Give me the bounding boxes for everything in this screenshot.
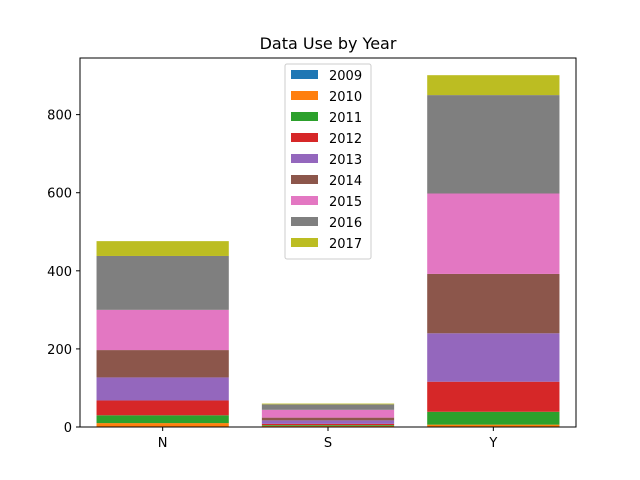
bar-N-2016 (96, 255, 229, 310)
bar-N-2015 (96, 309, 229, 351)
legend-label: 2014 (329, 174, 362, 189)
bar-Y-2011 (427, 411, 560, 425)
legend-swatch (291, 70, 318, 79)
legend-swatch (291, 238, 318, 247)
x-tick-label: N (158, 436, 168, 451)
y-tick-label: 800 (47, 109, 72, 124)
legend-swatch (291, 112, 318, 121)
axes-group: 0 200 400 600 800 N S Y (47, 57, 577, 451)
x-tick-label: Y (488, 436, 497, 451)
legend-label: 2015 (329, 195, 362, 210)
bar-S-2012 (261, 423, 395, 426)
y-tick-label: 0 (64, 421, 72, 436)
legend-swatch (291, 133, 318, 142)
y-tick-label: 200 (47, 343, 72, 358)
bar-Y-2015 (427, 193, 560, 274)
x-tick-label: S (324, 436, 332, 451)
legend-swatch (291, 175, 318, 184)
bar-S-2011 (261, 425, 395, 426)
bar-N-2017 (96, 241, 229, 256)
legend-label: 2016 (329, 216, 362, 231)
bar-N-2010 (96, 423, 229, 427)
legend: 2009 2010 2011 2012 2013 2014 2015 2016 2017 (284, 63, 372, 260)
legend-label: 2017 (329, 237, 362, 252)
bar-S-2016 (261, 404, 395, 410)
legend-swatch (291, 154, 318, 163)
bar-Y-2010 (427, 424, 560, 427)
bar-S-2017 (261, 403, 395, 405)
bar-S-2013 (261, 420, 395, 424)
bar-S-2010 (261, 425, 395, 427)
bar-S-2014 (261, 417, 395, 421)
bar-S-2015 (261, 409, 395, 418)
legend-swatch (291, 196, 318, 205)
y-tick-label: 400 (47, 265, 72, 280)
bar-N-2011 (96, 415, 229, 424)
legend-label: 2011 (329, 111, 362, 126)
legend-label: 2012 (329, 132, 362, 147)
bar-Y-2013 (427, 333, 560, 382)
bar-N-2012 (96, 400, 229, 416)
bar-Y-2016 (427, 95, 560, 194)
legend-label: 2013 (329, 153, 362, 168)
legend-swatch (291, 217, 318, 226)
legend-label: 2010 (329, 90, 362, 105)
bar-N-2014 (96, 350, 229, 378)
bar-Y-2014 (427, 273, 560, 334)
bar-N-2013 (96, 377, 229, 401)
legend-label: 2009 (329, 69, 362, 84)
chart-title: Data Use by Year (260, 34, 397, 53)
bars-group (96, 75, 560, 427)
bar-Y-2012 (427, 381, 560, 412)
bar-Y-2017 (427, 75, 560, 96)
legend-swatch (291, 91, 318, 100)
y-tick-label: 600 (47, 187, 72, 202)
